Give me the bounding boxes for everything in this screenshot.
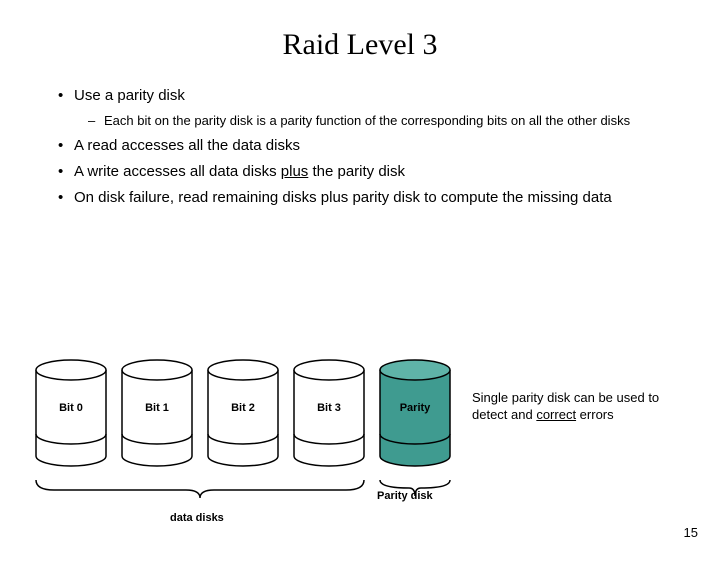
bullet-text: Use a parity disk [74, 87, 185, 104]
data-disk: Bit 3 [292, 358, 366, 468]
sub-bullet-item: Each bit on the parity disk is a parity … [74, 112, 672, 130]
data-disk: Bit 0 [34, 358, 108, 468]
disk-label: Bit 3 [292, 402, 366, 414]
data-disks-brace [34, 478, 366, 505]
bullet-item: On disk failure, read remaining disks pl… [48, 188, 672, 208]
page-number: 15 [684, 525, 698, 540]
parity-disk: Parity [378, 358, 452, 468]
sub-bullet-text: Each bit on the parity disk is a parity … [104, 113, 630, 128]
side-note-underline: correct [536, 407, 576, 422]
disk-label: Bit 1 [120, 402, 194, 414]
disk-label: Parity [378, 402, 452, 414]
data-disk: Bit 2 [206, 358, 280, 468]
bullet-text: A write accesses all data disks [74, 163, 281, 180]
bullet-content: Use a parity disk Each bit on the parity… [0, 86, 720, 209]
bullet-item: A read accesses all the data disks [48, 136, 672, 156]
bullet-text: On disk failure, read remaining disks pl… [74, 189, 612, 206]
disk-label: Bit 2 [206, 402, 280, 414]
data-disks-label: data disks [170, 512, 224, 524]
side-note-text: errors [576, 407, 614, 422]
bullet-text: the parity disk [308, 163, 405, 180]
bullet-list: Use a parity disk Each bit on the parity… [48, 86, 672, 209]
sub-bullet-list: Each bit on the parity disk is a parity … [74, 112, 672, 130]
bullet-text-underline: plus [281, 163, 309, 180]
parity-disk-label: Parity disk [377, 490, 433, 502]
bullet-item: A write accesses all data disks plus the… [48, 162, 672, 182]
page-title: Raid Level 3 [0, 28, 720, 62]
bullet-item: Use a parity disk Each bit on the parity… [48, 86, 672, 130]
data-disk: Bit 1 [120, 358, 194, 468]
side-note: Single parity disk can be used to detect… [472, 390, 682, 424]
disk-label: Bit 0 [34, 402, 108, 414]
bullet-text: A read accesses all the data disks [74, 137, 300, 154]
raid-diagram: Single parity disk can be used to detect… [20, 358, 700, 558]
